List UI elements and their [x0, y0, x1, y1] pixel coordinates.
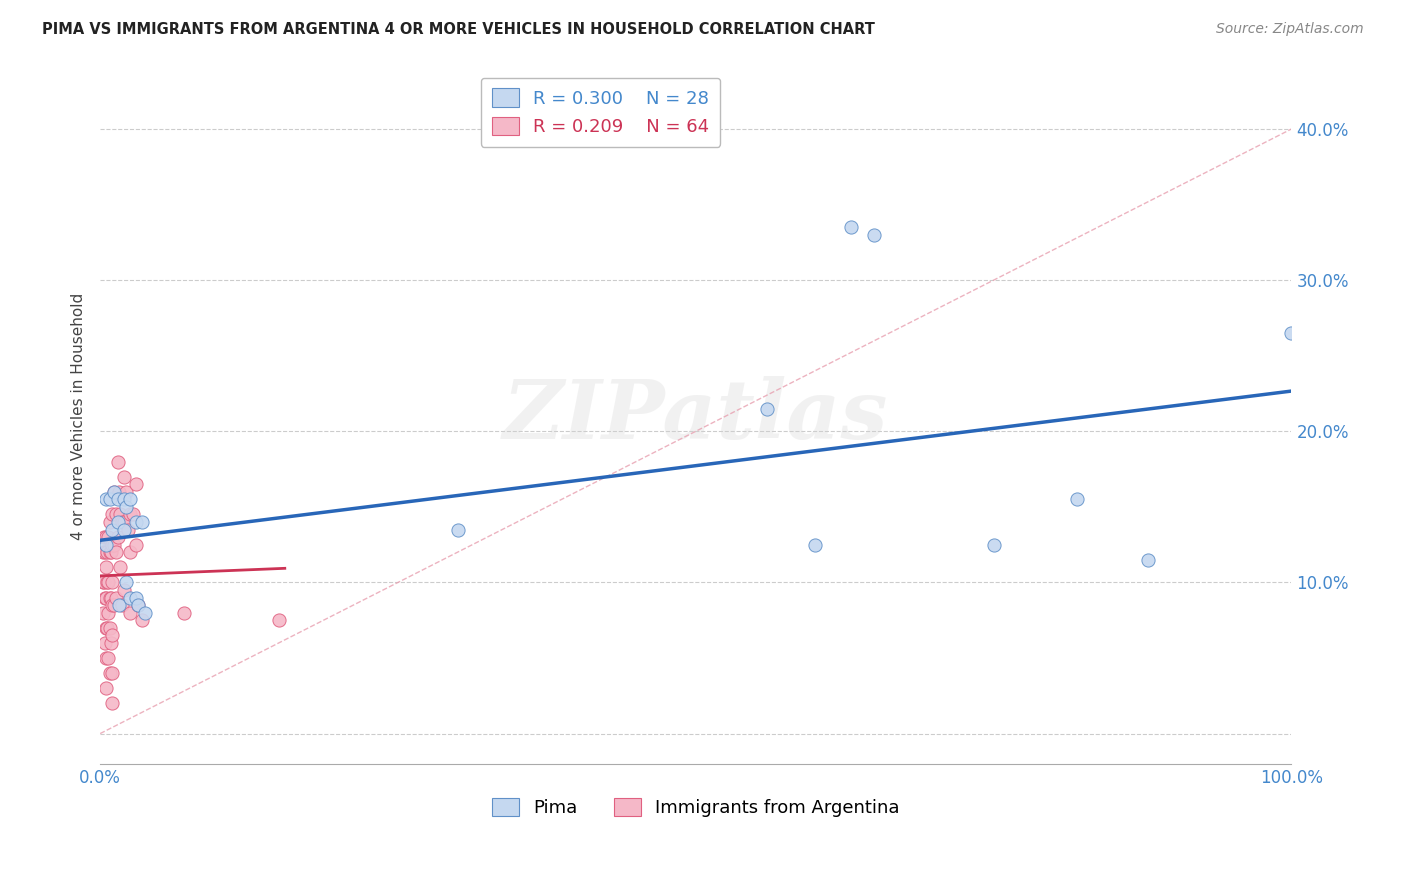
Point — [125, 538, 148, 552]
Point — [93, 530, 115, 544]
Point — [173, 606, 195, 620]
Point — [97, 530, 120, 544]
Point — [98, 545, 121, 559]
Point — [103, 484, 125, 499]
Point — [94, 538, 117, 552]
Text: PIMA VS IMMIGRANTS FROM ARGENTINA 4 OR MORE VEHICLES IN HOUSEHOLD CORRELATION CH: PIMA VS IMMIGRANTS FROM ARGENTINA 4 OR M… — [42, 22, 875, 37]
Point — [91, 606, 114, 620]
Point — [125, 591, 148, 605]
Point — [115, 575, 138, 590]
Point — [125, 477, 148, 491]
Point — [103, 538, 125, 552]
Point — [100, 591, 122, 605]
Point — [104, 508, 127, 522]
Point — [756, 401, 779, 416]
Point — [98, 515, 121, 529]
Point — [91, 575, 114, 590]
Point — [101, 575, 124, 590]
Point — [98, 492, 121, 507]
Point — [115, 500, 138, 514]
Point — [97, 651, 120, 665]
Point — [94, 560, 117, 574]
Point — [112, 523, 135, 537]
Point — [110, 560, 132, 574]
Point — [93, 575, 115, 590]
Point — [103, 484, 125, 499]
Text: ZIPatlas: ZIPatlas — [503, 376, 889, 456]
Point — [97, 575, 120, 590]
Point — [101, 523, 124, 537]
Point — [101, 697, 124, 711]
Point — [131, 515, 153, 529]
Point — [863, 227, 886, 242]
Point — [839, 220, 862, 235]
Point — [94, 651, 117, 665]
Point — [804, 538, 827, 552]
Point — [446, 523, 468, 537]
Point — [118, 606, 141, 620]
Point — [267, 613, 290, 627]
Point — [94, 621, 117, 635]
Point — [96, 545, 118, 559]
Point — [98, 621, 121, 635]
Point — [100, 636, 122, 650]
Point — [94, 681, 117, 696]
Point — [94, 636, 117, 650]
Point — [134, 606, 156, 620]
Point — [115, 484, 138, 499]
Point — [108, 484, 131, 499]
Point — [112, 469, 135, 483]
Point — [117, 523, 139, 537]
Point — [98, 591, 121, 605]
Point — [96, 575, 118, 590]
Point — [101, 508, 124, 522]
Point — [118, 492, 141, 507]
Point — [108, 598, 131, 612]
Point — [125, 515, 148, 529]
Point — [94, 492, 117, 507]
Point — [98, 666, 121, 681]
Y-axis label: 4 or more Vehicles in Household: 4 or more Vehicles in Household — [72, 293, 86, 540]
Point — [110, 598, 132, 612]
Point — [112, 515, 135, 529]
Point — [101, 598, 124, 612]
Legend: Pima, Immigrants from Argentina: Pima, Immigrants from Argentina — [485, 790, 907, 824]
Point — [96, 621, 118, 635]
Point — [118, 545, 141, 559]
Point — [107, 515, 129, 529]
Point — [94, 545, 117, 559]
Point — [1281, 326, 1303, 340]
Point — [91, 545, 114, 559]
Point — [118, 591, 141, 605]
Point — [112, 492, 135, 507]
Point — [94, 591, 117, 605]
Point — [131, 613, 153, 627]
Point — [983, 538, 1005, 552]
Point — [122, 508, 145, 522]
Point — [94, 530, 117, 544]
Point — [107, 454, 129, 468]
Point — [104, 591, 127, 605]
Point — [127, 598, 149, 612]
Point — [94, 591, 117, 605]
Point — [1066, 492, 1088, 507]
Point — [100, 545, 122, 559]
Point — [127, 598, 149, 612]
Point — [104, 545, 127, 559]
Point — [112, 582, 135, 597]
Point — [107, 530, 129, 544]
Point — [97, 606, 120, 620]
Text: Source: ZipAtlas.com: Source: ZipAtlas.com — [1216, 22, 1364, 37]
Point — [110, 508, 132, 522]
Point — [118, 508, 141, 522]
Point — [101, 538, 124, 552]
Point — [110, 515, 132, 529]
Point — [101, 628, 124, 642]
Point — [101, 666, 124, 681]
Point — [107, 492, 129, 507]
Point — [1137, 553, 1160, 567]
Point — [103, 598, 125, 612]
